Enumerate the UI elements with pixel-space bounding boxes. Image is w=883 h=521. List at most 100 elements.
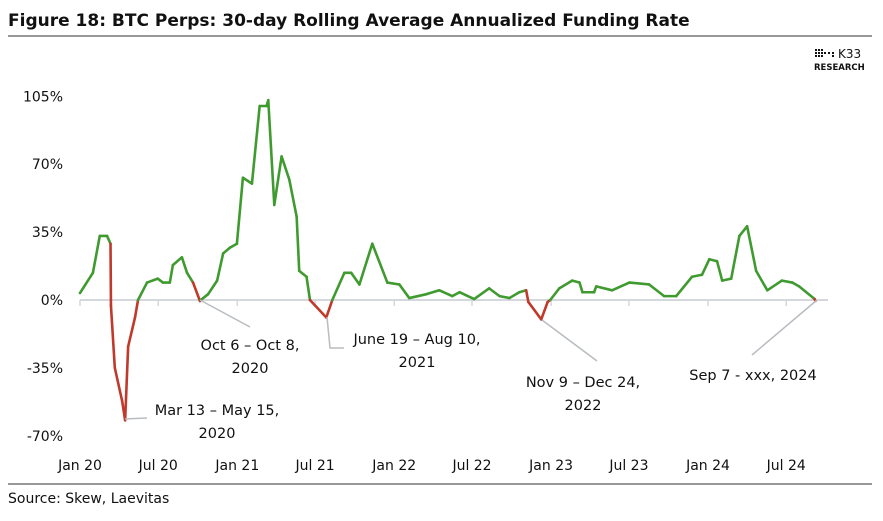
series-segment-positive: [702, 259, 709, 275]
x-tick-label: Jul 20: [138, 458, 178, 474]
y-tick-label: -35%: [27, 361, 63, 377]
series-segment-negative: [115, 368, 122, 401]
series-segment-positive: [307, 277, 310, 300]
series-segment-positive: [217, 253, 223, 280]
series-segment-positive: [93, 236, 100, 273]
series-segment-positive: [474, 288, 489, 299]
series-segment-positive: [237, 178, 243, 244]
annotation-label: 2022: [565, 398, 602, 414]
series-segment-positive: [359, 244, 372, 285]
annotation-label: Nov 9 – Dec 24,: [526, 375, 640, 391]
annotation-label: 2021: [399, 355, 436, 371]
series-segment-negative: [135, 300, 138, 317]
series-segment-positive: [409, 294, 426, 298]
series-segment-positive: [722, 279, 731, 281]
annotation-label: 2020: [199, 426, 236, 442]
series-segment-positive: [297, 217, 300, 271]
series-segment-positive: [739, 226, 747, 236]
x-tick-label: Jan 20: [57, 458, 102, 474]
series-segment-positive: [500, 296, 510, 298]
series-segment-positive: [596, 286, 612, 290]
logo-sub: RESEARCH: [814, 63, 865, 73]
series-segment-positive: [559, 281, 572, 289]
series-segment-positive: [629, 283, 649, 285]
leader-line-oct-2020: [200, 300, 250, 327]
k33-logo: K33 RESEARCH: [814, 47, 865, 73]
series-segment-negative: [310, 300, 326, 317]
leader-line-nov-2022: [542, 320, 597, 361]
series-segment-positive: [274, 156, 281, 205]
annotations: [125, 300, 817, 419]
leader-line-jun-2021: [327, 317, 344, 348]
series-segment-positive: [289, 180, 296, 217]
series-segment-positive: [332, 273, 344, 300]
source-note: Source: Skew, Laevitas: [8, 491, 169, 507]
y-tick-label: 0%: [41, 293, 63, 309]
series-segment-positive: [579, 283, 582, 293]
series-segment-positive: [282, 156, 290, 179]
x-tick-label: Jul 24: [766, 458, 806, 474]
chart-title: Figure 18: BTC Perps: 30-day Rolling Ave…: [8, 11, 690, 31]
x-tick-label: Jul 23: [608, 458, 648, 474]
series-segment-positive: [692, 275, 702, 277]
series-segment-positive: [299, 271, 306, 277]
series-segment-positive: [460, 292, 475, 299]
x-tick-label: Jul 21: [295, 458, 335, 474]
series-segment-positive: [399, 284, 409, 298]
series-segment-negative: [541, 302, 547, 319]
series-segment-positive: [550, 288, 559, 300]
y-tick-label: 70%: [32, 157, 63, 173]
series-segment-positive: [170, 265, 173, 282]
x-tick-label: Jan 24: [685, 458, 730, 474]
series-segment-positive: [509, 292, 519, 298]
series-segment-positive: [717, 261, 722, 280]
x-tick-label: Jan 23: [528, 458, 573, 474]
series-segment-negative: [326, 300, 332, 317]
y-tick-label: 105%: [23, 89, 63, 105]
series-segment-positive: [268, 100, 274, 205]
x-tick-label: Jan 22: [371, 458, 416, 474]
x-tick-label: Jul 22: [451, 458, 491, 474]
annotation-label: 2020: [232, 361, 269, 377]
series-segment-positive: [187, 273, 193, 283]
series-segment-positive: [182, 257, 187, 273]
series-segment-positive: [243, 178, 252, 184]
annotation-label: Mar 13 – May 15,: [155, 403, 280, 419]
series-segment-negative: [125, 347, 128, 421]
x-axis: Jan 20 Jul 20 Jan 21 Jul 21 Jan 22 Jul 22 Jan …: [57, 300, 806, 474]
series-segment-positive: [731, 236, 739, 279]
series-segment-positive: [138, 283, 147, 300]
y-axis: 105% 70% 35% 0% -35% -70%: [23, 89, 63, 445]
series-segment-negative: [111, 306, 115, 368]
y-tick-label: 35%: [32, 225, 63, 241]
series-segment-positive: [612, 283, 629, 291]
series-segment-negative: [528, 302, 541, 319]
series-segment-negative: [193, 283, 200, 301]
series-segment-positive: [782, 281, 792, 283]
series-segment-positive: [426, 290, 439, 294]
series-segment-positive: [252, 106, 260, 184]
series-segment-positive: [173, 257, 182, 265]
series-segment-negative: [128, 317, 135, 346]
logo-dots-icon: [815, 49, 834, 57]
logo-name: K33: [838, 47, 861, 61]
y-tick-label: -70%: [27, 429, 63, 445]
leader-line-mar-2020: [125, 418, 147, 419]
series-segment-positive: [351, 273, 359, 285]
series-segment-positive: [208, 281, 217, 295]
series-segment-positive: [80, 273, 93, 293]
series-segment-positive: [489, 288, 499, 296]
series-segment-positive: [147, 279, 158, 283]
series-segment-positive: [223, 248, 230, 254]
series-segment-positive: [439, 290, 452, 296]
annotation-label: Sep 7 - xxx, 2024: [689, 368, 816, 384]
x-tick-label: Jan 21: [214, 458, 259, 474]
annotation-label: Oct 6 – Oct 8,: [201, 338, 300, 354]
leader-line-sep-2024: [752, 300, 817, 355]
series-segment-positive: [649, 284, 664, 296]
series-segment-positive: [767, 281, 782, 291]
annotation-label: June 19 – Aug 10,: [352, 332, 480, 348]
series-segment-positive: [387, 283, 399, 285]
series-segment-positive: [799, 286, 814, 299]
